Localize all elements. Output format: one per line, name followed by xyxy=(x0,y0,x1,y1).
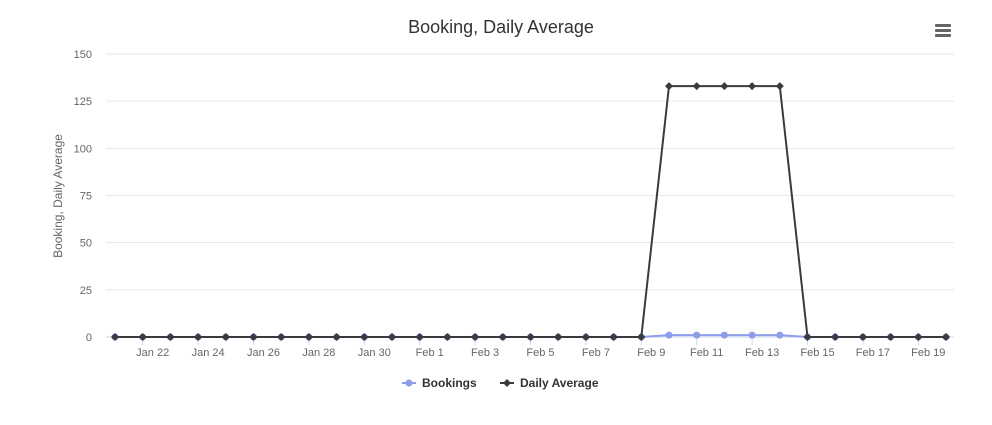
series-line xyxy=(115,85,946,338)
data-point[interactable] xyxy=(304,333,313,341)
data-point[interactable] xyxy=(332,333,341,341)
data-point[interactable] xyxy=(166,333,175,341)
legend-item-bookings[interactable]: Bookings xyxy=(402,376,477,390)
x-tick-label: Jan 24 xyxy=(192,347,225,359)
grid xyxy=(106,53,954,291)
data-point[interactable] xyxy=(692,82,701,91)
x-tick-label: Feb 15 xyxy=(800,347,834,359)
chart-title: Booking, Daily Average xyxy=(408,17,594,37)
legend-label: Daily Average xyxy=(520,376,599,390)
data-point[interactable] xyxy=(111,333,119,341)
data-point[interactable] xyxy=(138,333,147,341)
data-point[interactable] xyxy=(748,82,757,91)
x-tick-label: Feb 13 xyxy=(745,347,779,359)
data-point[interactable] xyxy=(693,331,701,339)
legend-label: Bookings xyxy=(422,376,477,390)
data-point[interactable] xyxy=(581,333,590,341)
data-point[interactable] xyxy=(415,333,424,341)
legend: Bookings Daily Average xyxy=(402,376,599,390)
data-point[interactable] xyxy=(831,333,840,341)
y-tick-label: 150 xyxy=(74,49,92,61)
legend-symbol-marker xyxy=(405,379,413,387)
data-point[interactable] xyxy=(194,333,203,341)
data-point[interactable] xyxy=(858,333,867,341)
chart-menu-button[interactable] xyxy=(930,18,956,40)
x-tick-label: Feb 17 xyxy=(856,347,890,359)
y-tick-label: 50 xyxy=(80,238,92,250)
x-tick-label: Jan 22 xyxy=(136,347,169,359)
data-point[interactable] xyxy=(665,82,673,91)
data-point[interactable] xyxy=(360,333,369,341)
hamburger-menu-icon xyxy=(935,24,951,37)
series-group xyxy=(111,82,950,341)
legend-item-daily-average[interactable]: Daily Average xyxy=(500,376,599,390)
y-axis-ticks: 0 25 50 75 100 125 150 xyxy=(74,49,92,344)
x-tick-label: Feb 9 xyxy=(637,347,665,359)
y-tick-label: 25 xyxy=(80,285,92,297)
x-tick-label: Feb 1 xyxy=(416,347,444,359)
data-point[interactable] xyxy=(886,333,895,341)
x-tick-label: Feb 11 xyxy=(690,347,723,359)
data-point[interactable] xyxy=(498,333,507,341)
data-point[interactable] xyxy=(775,82,784,91)
x-tick-label: Jan 30 xyxy=(358,347,391,359)
data-point[interactable] xyxy=(665,331,673,339)
data-point[interactable] xyxy=(776,331,784,339)
y-axis-title: Booking, Daily Average xyxy=(51,134,65,258)
x-axis: Jan 22 Jan 24 Jan 26 Jan 28 Jan 30 Feb 1 Feb 3… xyxy=(106,336,954,359)
y-tick-label: 75 xyxy=(80,191,92,203)
data-point[interactable] xyxy=(720,331,728,339)
data-point[interactable] xyxy=(443,333,452,341)
data-point[interactable] xyxy=(748,331,756,339)
data-point[interactable] xyxy=(554,333,563,341)
data-point[interactable] xyxy=(471,333,480,341)
x-tick-label: Feb 3 xyxy=(471,347,499,359)
x-tick-label: Feb 5 xyxy=(526,347,554,359)
y-tick-label: 100 xyxy=(74,143,92,155)
x-tick-label: Feb 7 xyxy=(582,347,610,359)
series-daily-average xyxy=(111,82,950,341)
y-tick-label: 125 xyxy=(74,96,92,108)
x-tick-label: Jan 26 xyxy=(247,347,280,359)
data-point[interactable] xyxy=(249,333,258,341)
legend-symbol-marker xyxy=(503,379,511,387)
data-point[interactable] xyxy=(388,333,396,341)
x-tick-label: Jan 28 xyxy=(302,347,335,359)
data-point[interactable] xyxy=(637,333,646,341)
data-point[interactable] xyxy=(942,333,950,341)
data-point[interactable] xyxy=(526,333,535,341)
data-point[interactable] xyxy=(609,333,618,341)
x-tick-label: Feb 19 xyxy=(911,347,945,359)
data-point[interactable] xyxy=(277,333,286,341)
data-point[interactable] xyxy=(914,333,923,341)
data-point[interactable] xyxy=(720,82,729,91)
y-tick-label: 0 xyxy=(86,332,92,344)
data-point[interactable] xyxy=(803,333,812,341)
data-point[interactable] xyxy=(221,333,230,341)
